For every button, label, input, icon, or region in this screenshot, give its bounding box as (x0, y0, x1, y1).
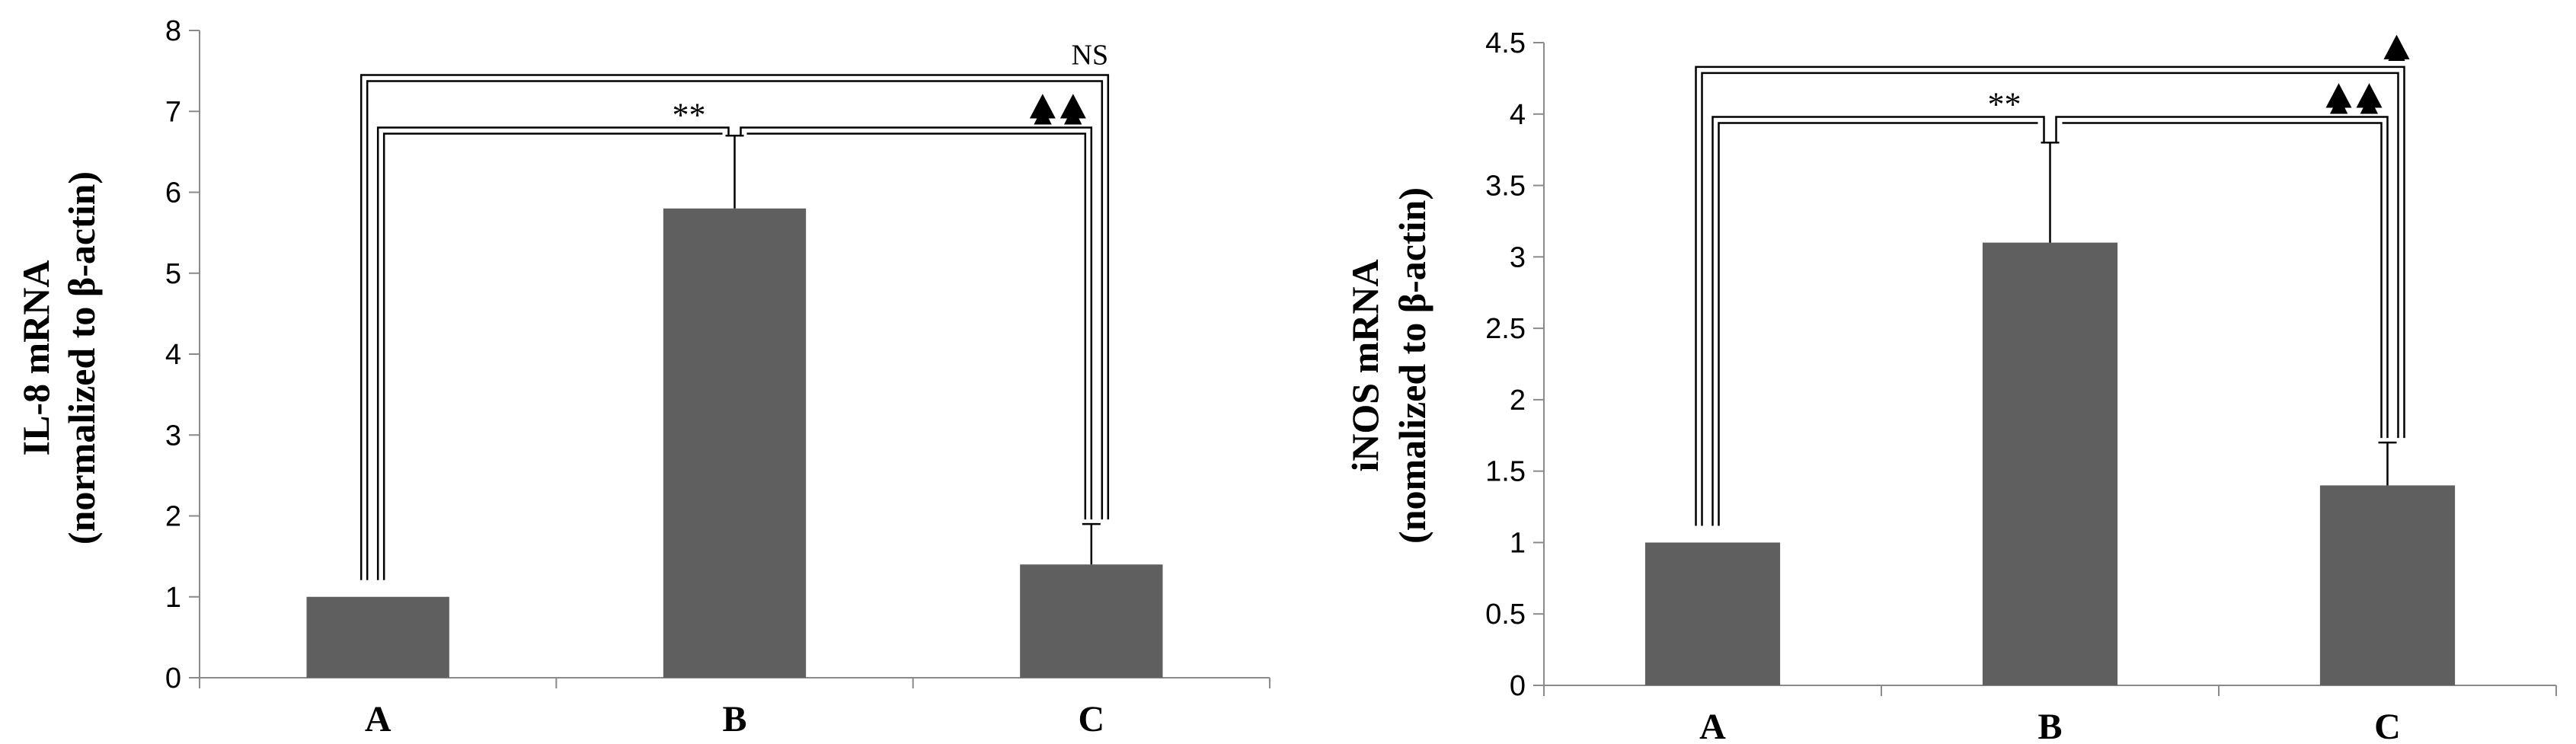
inos-y-tick-label: 3 (1510, 241, 1526, 273)
inos-bar-c (2319, 485, 2456, 685)
il8-bar-b (663, 208, 807, 678)
il8-inner-bracket-right (740, 126, 1093, 520)
inos-ylabel-line2: (nomalized to β-actin) (1391, 187, 1433, 544)
il8-inner-bracket-left (376, 126, 730, 580)
il8-y-tick-label: 0 (165, 663, 181, 695)
inos-y-tick-label: 2.5 (1485, 313, 1526, 345)
inos-y-tick-label: 1 (1510, 527, 1526, 559)
il8-inner-bracket-right-inner (746, 133, 1087, 520)
inos-triangle-marker (2325, 83, 2352, 108)
inos-inner-bracket-label: ** (1988, 86, 2021, 123)
il8-triangle-marker (1029, 94, 1056, 119)
il8-y-tick-label: 3 (165, 420, 181, 452)
il8-y-tick-label: 1 (165, 582, 181, 614)
inos-outer-bracket-inner (1701, 72, 2399, 526)
inos-y-tick-label: 4.5 (1485, 27, 1526, 59)
inos-inner-bracket-left (1711, 116, 2045, 526)
inos-y-tick-label: 3.5 (1485, 171, 1526, 203)
il8-y-tick-label: 7 (165, 96, 181, 128)
il8-inner-bracket-left-inner (382, 133, 723, 580)
il8-category-label: C (1078, 699, 1104, 739)
il8-ylabel-line2: (normalized to β-actin) (60, 171, 103, 544)
inos-y-tick-label: 2 (1510, 385, 1526, 417)
inos-category-label: B (2037, 707, 2062, 744)
il8-ylabel-line1: IL-8 mRNA (14, 260, 57, 456)
il8-y-tick-label: 6 (165, 177, 181, 209)
il8-y-tick-label: 5 (165, 258, 181, 290)
inos-outer-bracket (1695, 65, 2405, 526)
il8-chart-svg: 0 1 2 3 4 5 6 7 8 A B C IL-8 mRNA (normalized to β-ac… (14, 15, 1270, 739)
il8-outer-bracket-inner (366, 80, 1104, 580)
il8-category-label: A (365, 699, 392, 739)
inos-bar-a (1644, 542, 1781, 685)
inos-bar-b (1982, 242, 2118, 686)
inos-y-tick-label: 0 (1510, 670, 1526, 702)
il8-bar-a (306, 596, 449, 678)
il8-bar-c (1020, 564, 1163, 678)
il8-y-tick-label: 2 (165, 501, 181, 533)
inos-y-tick-label: 0.5 (1485, 599, 1526, 631)
inos-inner-bracket-left-inner (1718, 122, 2038, 526)
il8-y-tick-label: 4 (165, 339, 181, 371)
inos-category-label: A (1699, 707, 1726, 744)
inos-outer-triangle-marker (2383, 34, 2410, 59)
inos-triangle-marker (2356, 83, 2383, 108)
il8-chart: 0 1 2 3 4 5 6 7 8 A B C IL-8 mRNA (normalized to β-ac… (14, 15, 1270, 739)
il8-ylabel: IL-8 mRNA (normalized to β-actin) (14, 171, 103, 544)
inos-y-tick-label: 4 (1510, 99, 1526, 131)
il8-outer-bracket (360, 74, 1110, 580)
inos-ylabel: iNOS mRNA (nomalized to β-actin) (1344, 187, 1433, 544)
il8-y-tick-label: 8 (165, 15, 181, 47)
inos-inner-bracket-right-inner (2062, 122, 2383, 439)
inos-y-tick-label: 1.5 (1485, 456, 1526, 488)
il8-category-label: B (722, 699, 746, 739)
inos-ylabel-line1: iNOS mRNA (1344, 259, 1386, 471)
il8-outer-bracket-label: NS (1072, 39, 1109, 71)
il8-inner-bracket-label: ** (673, 97, 706, 134)
inos-category-label: C (2374, 707, 2401, 744)
il8-triangle-marker (1059, 94, 1086, 119)
inos-inner-bracket-right (2055, 116, 2389, 439)
